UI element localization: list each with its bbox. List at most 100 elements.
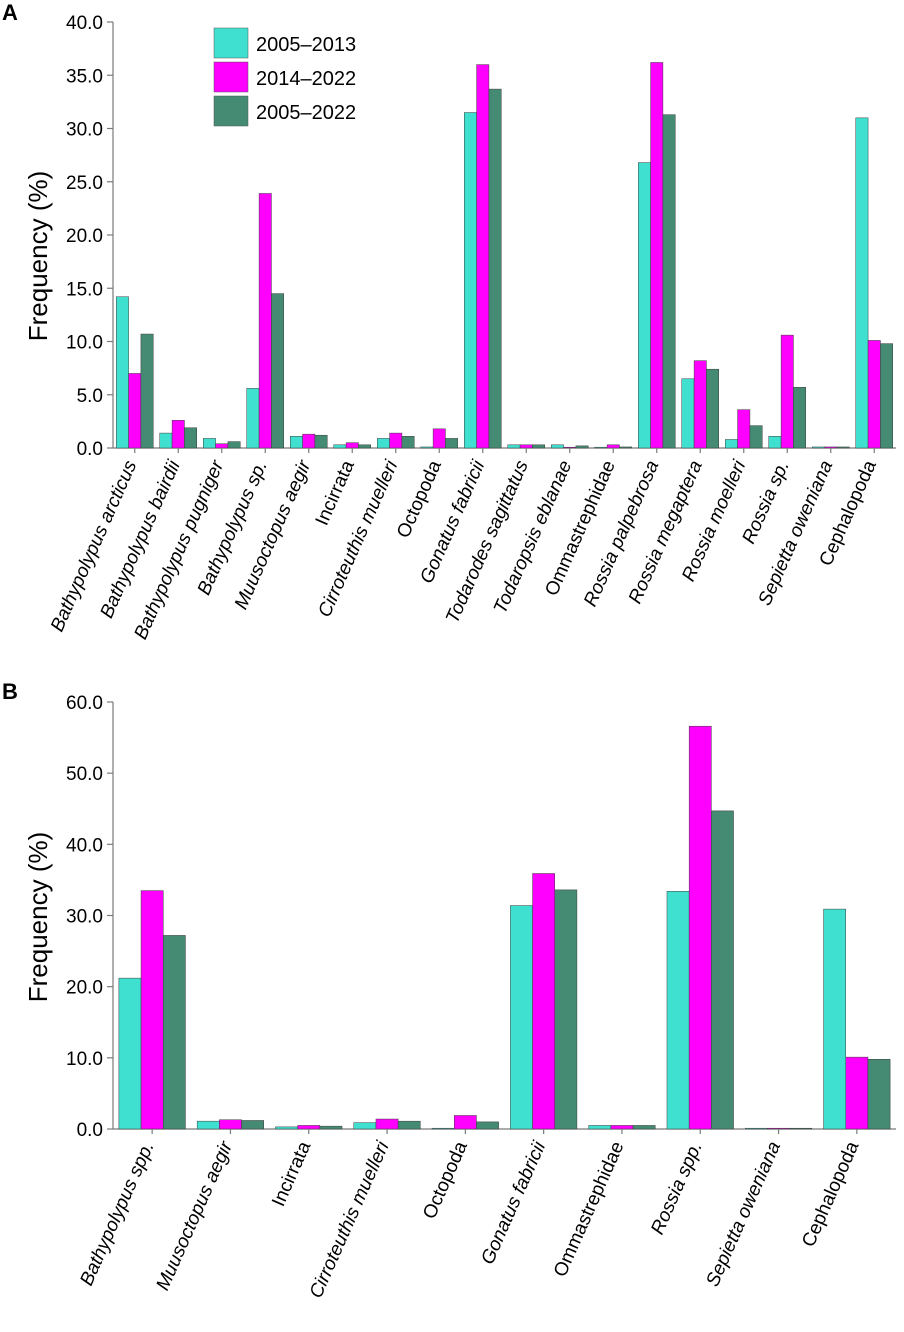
bar-ommastrephidae-2005-2013 (594, 446, 608, 449)
bar-cirroteuthis-muelleri-2005-2013 (353, 1122, 377, 1130)
bar-todaropsis-eblanae-2014-2022 (563, 446, 577, 449)
bar-sepietta-oweniana-2014-2022 (824, 446, 838, 449)
bar-bathypolypus-bairdii-2014-2022 (171, 420, 185, 449)
bar-incirrata-2014-2022 (345, 442, 359, 449)
bar-bathypolypus-bairdii-2005-2013 (159, 432, 173, 449)
panel-a-letter: A (2, 0, 18, 25)
bar-octopoda-2005-2022 (476, 1121, 499, 1130)
bar-bathypolypus-sp-2005-2022 (271, 293, 284, 449)
bar-octopoda-2005-2013 (420, 446, 434, 449)
bar-ommastrephidae-2005-2013 (588, 1125, 612, 1130)
bar-incirrata-2014-2022 (297, 1125, 321, 1130)
bar-sepietta-oweniana-2005-2013 (745, 1127, 768, 1130)
bar-bathypolypus-spp-2005-2013 (118, 977, 142, 1130)
panel-a-y-axis-label: Frequency (%) (23, 171, 53, 342)
bar-cirroteuthis-muelleri-2005-2013 (377, 438, 390, 449)
panel-a-y-ticks: 0.0 5.0 10.0 15.0 20.0 25.0 30.0 35.0 40.0 (66, 13, 113, 460)
x-label-cirroteuthis-muelleri: Cirroteuthis muelleri (314, 457, 402, 621)
legend: 2005–2013 2014–2022 2005–2022 (213, 27, 356, 127)
bar-muusoctopus-aegir-2014-2022 (219, 1119, 242, 1130)
legend-label-2005-2013: 2005–2013 (256, 34, 356, 56)
bar-rossia-palpebrosa-2005-2022 (662, 114, 676, 449)
bar-rossia-spp-2005-2022 (711, 810, 734, 1130)
y-tick-label: 20.0 (66, 226, 103, 247)
bar-rossia-palpebrosa-2005-2013 (638, 162, 651, 449)
x-label-gonatus-fabricii: Gonatus fabricii (477, 1138, 550, 1268)
panel-b-axes (112, 702, 896, 1130)
y-tick-label: 30.0 (66, 907, 103, 928)
x-label-sepietta-oweniana: Sepietta oweniana (702, 1138, 785, 1289)
y-tick-label: 0.0 (77, 439, 103, 460)
bar-octopoda-2005-2013 (431, 1127, 455, 1130)
bar-rossia-moelleri-2014-2022 (737, 409, 751, 449)
y-tick-label: 25.0 (66, 173, 103, 194)
bar-gonatus-fabricii-2014-2022 (532, 873, 555, 1130)
bar-sepietta-oweniana-2005-2022 (789, 1127, 813, 1130)
bar-incirrata-2005-2013 (275, 1126, 298, 1130)
x-label-muusoctopus-aegir: Muusoctopus aegir (153, 1138, 238, 1294)
x-label-rossia-spp: Rossia spp. (647, 1138, 707, 1237)
bar-rossia-moelleri-2005-2013 (725, 439, 738, 449)
bar-rossia-spp-2005-2013 (666, 891, 690, 1130)
bar-rossia-megaptera-2014-2022 (693, 360, 707, 449)
x-label-ommastrephidae: Ommastrephidae (550, 1138, 628, 1280)
bar-ommastrephidae-2005-2022 (619, 446, 632, 449)
bar-sepietta-oweniana-2005-2013 (812, 446, 825, 449)
legend-swatch-2005-2013 (213, 27, 249, 59)
bar-todaropsis-eblanae-2005-2013 (551, 444, 564, 449)
bar-rossia-megaptera-2005-2013 (681, 378, 695, 449)
bar-muusoctopus-aegir-2005-2013 (196, 1120, 220, 1130)
y-tick-label: 15.0 (66, 279, 103, 300)
bar-cirroteuthis-muelleri-2014-2022 (375, 1118, 399, 1130)
x-label-cirroteuthis-muelleri: Cirroteuthis muelleri (306, 1138, 394, 1302)
y-tick-label: 60.0 (66, 693, 103, 714)
bar-ommastrephidae-2014-2022 (610, 1125, 634, 1130)
bar-bathypolypus-sp-2014-2022 (258, 193, 272, 449)
bar-rossia-sp-2014-2022 (780, 334, 794, 449)
x-label-octopoda: Octopoda (419, 1138, 472, 1222)
bar-incirrata-2005-2022 (319, 1125, 343, 1130)
bar-gonatus-fabricii-2005-2022 (554, 889, 578, 1130)
bar-rossia-palpebrosa-2014-2022 (650, 62, 664, 449)
x-label-cephalopoda: Cephalopoda (798, 1138, 863, 1250)
bar-bathypolypus-bairdii-2005-2022 (184, 427, 197, 449)
bar-todarodes-sagittatus-2005-2013 (507, 444, 521, 449)
y-tick-label: 5.0 (77, 386, 103, 407)
panel-a-chart: A Frequency (%) 0.0 5.0 10.0 15.0 20.0 25.0 30… (2, 0, 896, 643)
bar-rossia-sp-2005-2013 (768, 436, 782, 449)
bar-muusoctopus-aegir-2014-2022 (302, 433, 316, 449)
bar-rossia-sp-2005-2022 (793, 387, 806, 449)
panel-b-x-labels: Bathypolypus spp.Muusoctopus aegir Incirr… (76, 1129, 864, 1302)
bar-cephalopoda-2005-2013 (823, 908, 847, 1130)
bar-rossia-moelleri-2005-2022 (749, 425, 763, 449)
bar-gonatus-fabricii-2005-2022 (488, 88, 502, 449)
y-tick-label: 50.0 (66, 764, 103, 785)
y-tick-label: 35.0 (66, 66, 103, 87)
bar-octopoda-2014-2022 (432, 428, 446, 449)
bar-octopoda-2014-2022 (454, 1115, 477, 1130)
bar-cephalopoda-2005-2022 (880, 343, 893, 449)
bar-bathypolypus-spp-2014-2022 (140, 890, 164, 1130)
bar-cephalopoda-2014-2022 (867, 340, 881, 449)
bar-muusoctopus-aegir-2005-2022 (314, 434, 328, 449)
bar-bathypolypus-pugniger-2005-2013 (203, 438, 216, 449)
y-tick-label: 40.0 (66, 13, 103, 34)
bar-todarodes-sagittatus-2014-2022 (519, 444, 533, 449)
bar-rossia-megaptera-2005-2022 (706, 368, 719, 449)
bar-ommastrephidae-2014-2022 (606, 444, 620, 449)
panel-a-bars (116, 62, 893, 449)
bar-bathypolypus-arcticus-2005-2022 (140, 333, 154, 449)
bar-cephalopoda-2005-2013 (855, 117, 869, 449)
y-tick-label: 30.0 (66, 120, 103, 141)
bar-sepietta-oweniana-2005-2022 (836, 446, 850, 449)
panel-b-y-axis-label: Frequency (%) (23, 832, 53, 1003)
legend-label-2014-2022: 2014–2022 (256, 68, 356, 90)
panel-b-y-ticks: 0.0 10.0 20.0 30.0 40.0 50.0 60.0 (66, 693, 113, 1141)
x-label-incirrata: Incirrata (268, 1138, 315, 1210)
legend-label-2005-2022: 2005–2022 (256, 102, 356, 124)
bar-cirroteuthis-muelleri-2014-2022 (389, 432, 403, 449)
bar-muusoctopus-aegir-2005-2022 (241, 1120, 264, 1130)
y-tick-label: 10.0 (66, 1049, 103, 1070)
